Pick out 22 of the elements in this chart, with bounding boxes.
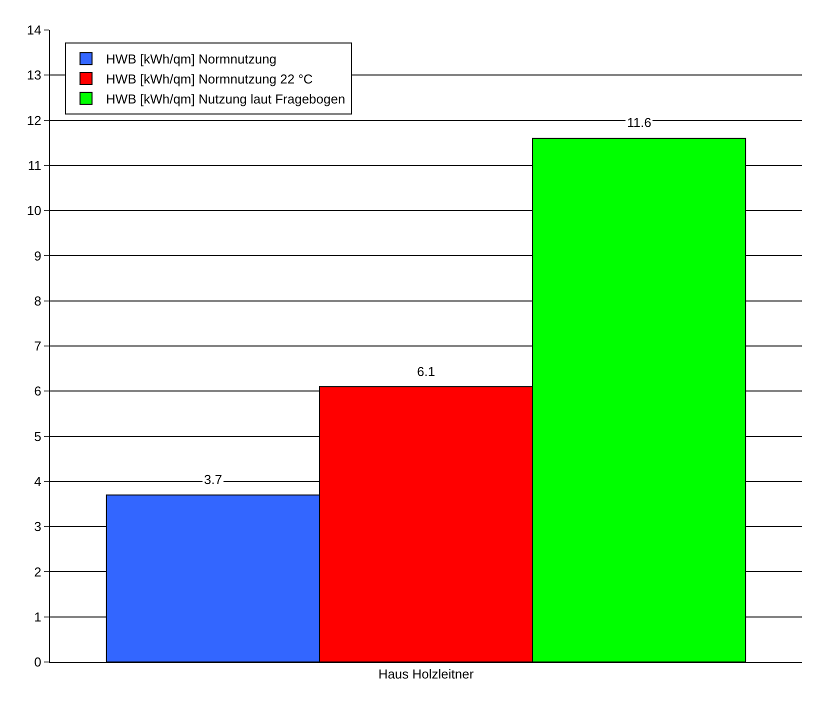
y-tick-label: 10 [26, 203, 42, 218]
y-tick-label: 2 [34, 564, 42, 580]
y-tick-label: 13 [26, 68, 42, 83]
y-tick-label: 9 [34, 248, 42, 264]
y-tick-label: 1 [34, 609, 42, 624]
legend-label: HWB [kWh/qm] Normnutzung 22 °C [106, 72, 313, 87]
y-tick-label: 6 [34, 384, 42, 399]
data-label: 11.6 [627, 115, 652, 130]
legend-label: HWB [kWh/qm] Nutzung laut Fragebogen [106, 91, 346, 106]
y-tick-label: 8 [34, 293, 42, 308]
data-label: 3.7 [204, 472, 222, 487]
y-tick-label: 12 [26, 112, 42, 128]
y-tick-label: 14 [26, 22, 42, 38]
data-label: 6.1 [417, 364, 436, 379]
y-tick-label: 7 [34, 338, 42, 354]
y-tick-label: 5 [34, 428, 42, 444]
y-tick-label: 0 [34, 654, 42, 670]
x-tick-label: Haus Holzleitner [378, 666, 474, 682]
y-tick-label: 11 [28, 158, 42, 173]
y-tick-label: 4 [34, 474, 42, 489]
legend-label: HWB [kWh/qm] Normnutzung [106, 52, 277, 67]
y-tick-label: 3 [34, 519, 42, 534]
